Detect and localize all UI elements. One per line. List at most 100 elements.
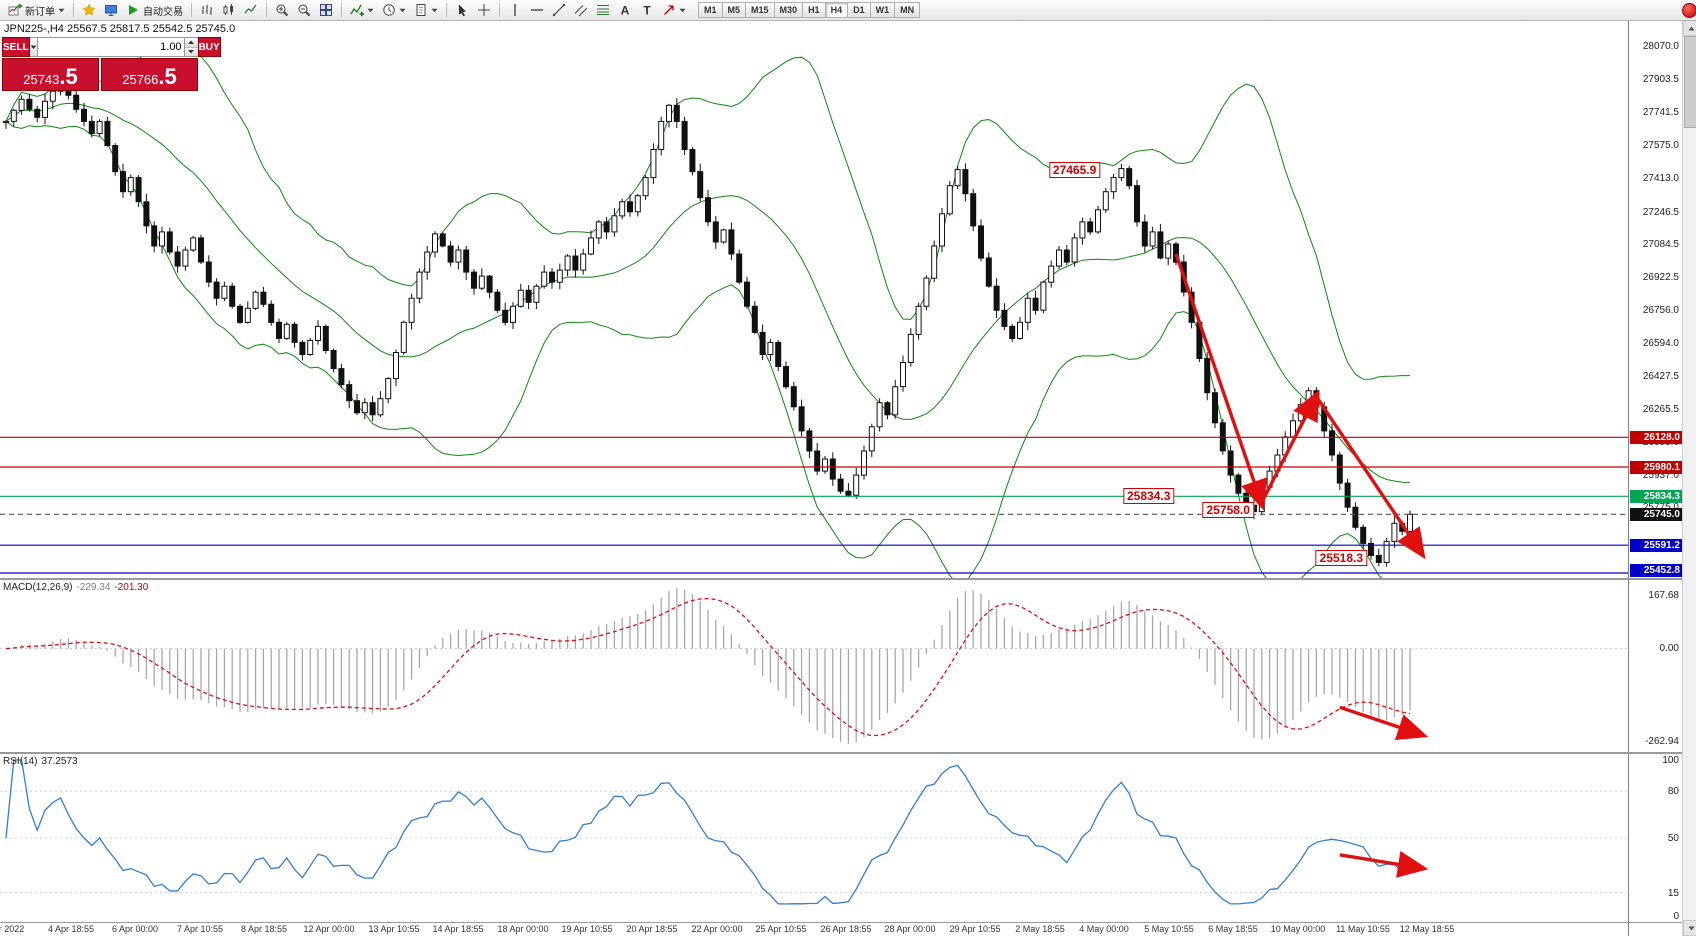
order-type-dropdown[interactable] <box>29 37 38 57</box>
buy-button[interactable]: BUY <box>197 37 221 57</box>
trend-arrow[interactable] <box>1314 395 1426 560</box>
crosshair-button[interactable] <box>473 0 495 20</box>
time-axis-label: 12 May 18:55 <box>1399 924 1455 934</box>
timeframe-button-mn[interactable]: MN <box>895 2 921 18</box>
new-order-icon <box>8 3 22 16</box>
text-button[interactable]: A <box>614 0 636 20</box>
sell-button[interactable]: SELL <box>2 37 30 57</box>
timeframe-button-w1[interactable]: W1 <box>870 2 896 18</box>
trend-arrow[interactable] <box>1339 705 1429 741</box>
trend-arrow[interactable] <box>1174 253 1267 511</box>
timeframe-button-h1[interactable]: H1 <box>803 2 826 18</box>
zoom-out-icon <box>298 4 311 17</box>
rsi-axis-label: 80 <box>1667 786 1679 797</box>
trend-arrow[interactable] <box>1260 389 1320 503</box>
rsi-panel[interactable]: RSI(14) 37.2573 <box>0 754 1628 922</box>
crosshair-icon <box>478 4 490 16</box>
volume-down-button[interactable] <box>184 47 198 56</box>
clock-icon <box>383 4 395 16</box>
buy-price[interactable]: 25766.5 <box>101 58 198 91</box>
trend-arrow[interactable] <box>1339 850 1429 878</box>
macd-panel[interactable]: MACD(12,26,9) -229.34 -201.30 <box>0 580 1628 752</box>
price-annotation[interactable]: 25834.3 <box>1122 488 1175 505</box>
fibonacci-button[interactable] <box>592 0 614 20</box>
line-chart-button[interactable] <box>240 0 262 20</box>
sell-price[interactable]: 25743.5 <box>2 58 99 91</box>
volume-stepper <box>183 38 198 56</box>
price-axis-label: 27741.5 <box>1642 107 1679 118</box>
bar-chart-button[interactable] <box>196 0 218 20</box>
scrollbar-thumb[interactable] <box>1684 36 1696 128</box>
rsi-canvas[interactable] <box>0 754 1628 922</box>
templates-button[interactable] <box>410 0 442 20</box>
macd-histogram <box>13 588 1411 744</box>
play-icon <box>129 5 138 15</box>
price-annotation[interactable]: 27465.9 <box>1048 161 1101 178</box>
price-axis-label: 26265.5 <box>1642 404 1679 415</box>
rsi-axis-label: 15 <box>1667 888 1679 899</box>
indicators-button[interactable] <box>346 0 378 20</box>
timeframe-button-m30[interactable]: M30 <box>774 2 804 18</box>
rsi-axis-label: 100 <box>1662 755 1679 766</box>
mql5-community-button[interactable] <box>78 0 100 20</box>
trendline-button[interactable] <box>548 0 570 20</box>
main-chart-canvas[interactable] <box>0 20 1628 578</box>
cursor-button[interactable] <box>451 0 473 20</box>
price-axis-label: 26756.0 <box>1642 305 1679 316</box>
time-axis-separator <box>0 922 1682 923</box>
horizontal-line-button[interactable] <box>526 0 548 20</box>
price-annotation[interactable]: 25518.3 <box>1315 549 1368 566</box>
star-icon <box>82 3 96 16</box>
time-axis[interactable]: Apr 2022 4 Apr 18:55 6 Apr 00:00 7 Apr 10:5… <box>0 923 1628 936</box>
volume-input[interactable] <box>37 38 184 56</box>
arrows-button[interactable] <box>658 0 690 20</box>
channel-button[interactable] <box>570 0 592 20</box>
toolbar-separator <box>341 3 342 17</box>
zoom-in-icon <box>276 4 289 17</box>
macd-canvas[interactable] <box>0 580 1628 752</box>
tile-windows-button[interactable] <box>315 0 337 20</box>
chart-ohlc-header: JPN225-,H4 25567.5 25817.5 25542.5 25745… <box>4 23 236 35</box>
time-axis-label: 4 Apr 18:55 <box>47 924 95 934</box>
trendline-icon <box>552 3 566 17</box>
price-axis-label: 26594.0 <box>1642 338 1679 349</box>
volume-up-button[interactable] <box>184 38 198 48</box>
scroll-up-button[interactable] <box>1683 20 1696 36</box>
time-axis-label: 29 Apr 10:55 <box>949 924 1001 934</box>
svg-text:T: T <box>643 4 651 18</box>
zoom-in-button[interactable] <box>271 0 293 20</box>
macd-axis-label: 0.00 <box>1659 643 1679 654</box>
panel-separator[interactable] <box>0 578 1682 580</box>
new-order-button[interactable]: 新订单 <box>4 0 69 20</box>
main-chart-panel[interactable]: JPN225-,H4 25567.5 25817.5 25542.5 25745… <box>0 20 1628 578</box>
time-axis-label: 13 Apr 10:55 <box>368 924 420 934</box>
timeframe-button-m5[interactable]: M5 <box>722 2 747 18</box>
timeframe-button-h4[interactable]: H4 <box>825 2 849 18</box>
market-watch-button[interactable] <box>100 0 122 20</box>
scroll-down-button[interactable] <box>1683 920 1696 936</box>
toolbar-separator <box>73 3 74 17</box>
price-axis-label: 28070.0 <box>1642 41 1679 52</box>
rsi-axis-label: 50 <box>1667 833 1679 844</box>
tile-icon <box>320 4 332 16</box>
vertical-scrollbar[interactable] <box>1682 20 1696 936</box>
time-axis-label: Apr 2022 <box>0 924 25 934</box>
price-annotation[interactable]: 25758.0 <box>1202 501 1254 518</box>
alert-icon[interactable] <box>1682 2 1696 18</box>
rsi-label: RSI(14) 37.2573 <box>3 756 78 767</box>
time-axis-label: 7 Apr 10:55 <box>176 924 224 934</box>
candlestick-chart-button[interactable] <box>218 0 240 20</box>
price-axis[interactable]: 28070.0 27903.5 27741.5 27575.0 27413.0 27246… <box>1628 20 1683 936</box>
price-axis-label: 27575.0 <box>1642 140 1679 151</box>
timeframe-button-m1[interactable]: M1 <box>698 2 723 18</box>
zoom-out-button[interactable] <box>293 0 315 20</box>
auto-trading-button[interactable]: 自动交易 <box>122 0 187 20</box>
panel-separator[interactable] <box>0 752 1682 754</box>
label-button[interactable]: T <box>636 0 658 20</box>
vertical-line-button[interactable] <box>504 0 526 20</box>
timeframe-button-d1[interactable]: D1 <box>848 2 871 18</box>
price-axis-badge: 25745.0 <box>1630 508 1682 521</box>
channel-icon <box>574 5 588 17</box>
timeframe-button-m15[interactable]: M15 <box>746 2 775 18</box>
periods-button[interactable] <box>378 0 410 20</box>
